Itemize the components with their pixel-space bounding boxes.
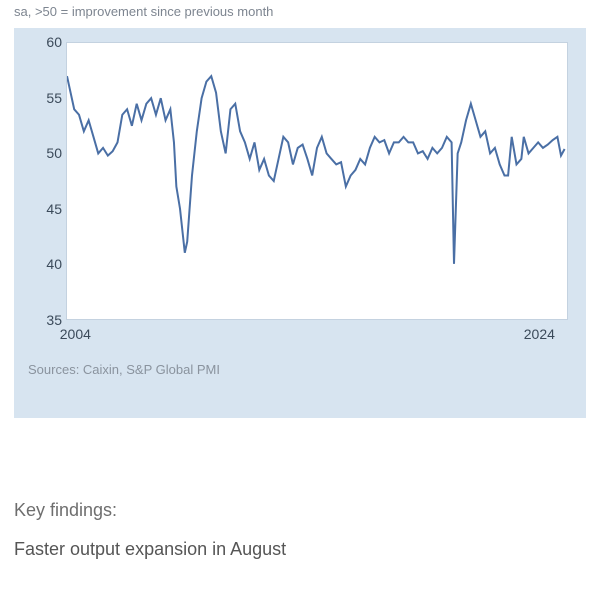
chart-card: 35 40 45 50 55 60 2004 2024 Sources: Caixin, S… xyxy=(14,28,586,418)
y-tick-label: 40 xyxy=(28,256,62,272)
chart-sources: Sources: Caixin, S&P Global PMI xyxy=(28,362,572,377)
chart-subtitle: sa, >50 = improvement since previous mon… xyxy=(14,4,273,19)
x-tick-label: 2004 xyxy=(60,326,91,342)
y-tick-label: 60 xyxy=(28,34,62,50)
y-tick-label: 35 xyxy=(28,312,62,328)
y-tick-label: 45 xyxy=(28,201,62,217)
key-findings: Key findings: Faster output expansion in… xyxy=(14,500,586,560)
findings-heading: Key findings: xyxy=(14,500,586,521)
x-tick-label: 2024 xyxy=(524,326,555,342)
y-tick-label: 50 xyxy=(28,145,62,161)
y-tick-label: 55 xyxy=(28,90,62,106)
plot-box: 354045505560 20042024 xyxy=(28,42,572,342)
findings-line-1: Faster output expansion in August xyxy=(14,539,586,560)
line-series xyxy=(67,43,567,319)
plot-area xyxy=(66,42,568,320)
